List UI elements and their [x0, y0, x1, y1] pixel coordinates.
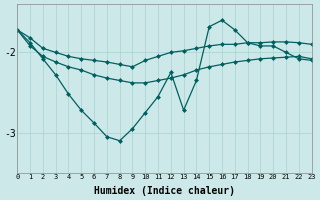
X-axis label: Humidex (Indice chaleur): Humidex (Indice chaleur) — [94, 186, 235, 196]
